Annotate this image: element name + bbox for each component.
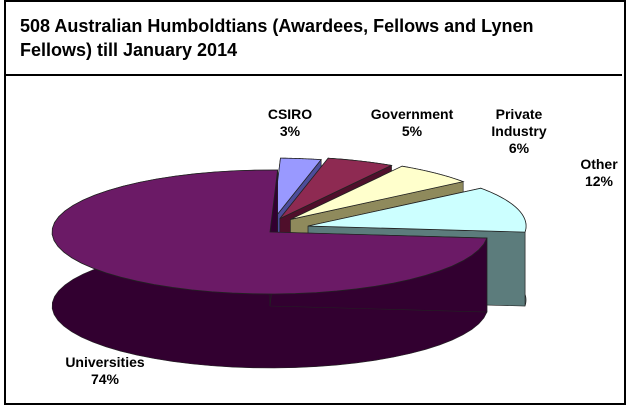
- slice-name-universities: Universities: [65, 354, 145, 370]
- slice-name-other: Other: [580, 156, 618, 172]
- slice-value-private-industry: 6%: [508, 140, 530, 156]
- chart-title: 508 Australian Humboldtians (Awardees, F…: [20, 16, 534, 60]
- slice-value-csiro: 3%: [279, 123, 301, 139]
- slice-name-csiro: CSIRO: [267, 106, 313, 122]
- slice-name-government: Government: [370, 106, 454, 122]
- slice-name-private-industry: Private Industry: [491, 106, 547, 139]
- slice-label-universities: Universities 74%: [30, 354, 180, 388]
- slice-label-private-industry: Private Industry 6%: [470, 106, 568, 157]
- chart-frame: [4, 0, 626, 405]
- pie-slice-universities: [51, 169, 488, 369]
- title-bar: 508 Australian Humboldtians (Awardees, F…: [6, 0, 622, 76]
- slice-value-government: 5%: [401, 123, 423, 139]
- slice-value-universities: 74%: [90, 371, 120, 387]
- slice-label-other: Other 12%: [570, 156, 628, 190]
- slice-label-government: Government 5%: [352, 106, 472, 140]
- slice-label-csiro: CSIRO 3%: [262, 106, 318, 140]
- slice-value-other: 12%: [584, 173, 614, 189]
